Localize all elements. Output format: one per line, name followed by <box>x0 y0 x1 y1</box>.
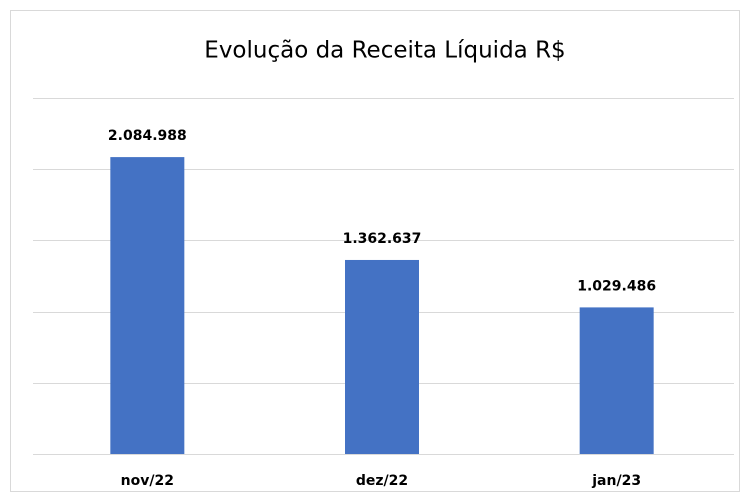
data-label: 1.362.637 <box>343 231 422 247</box>
chart-title: Evolução da Receita Líquida R$ <box>204 38 565 64</box>
data-label: 2.084.988 <box>108 128 187 144</box>
x-tick-label: dez/22 <box>356 473 408 489</box>
bar <box>345 259 419 454</box>
bar <box>110 157 185 454</box>
x-tick-label: jan/23 <box>591 473 641 489</box>
x-tick-label: nov/22 <box>121 473 174 489</box>
data-label: 1.029.486 <box>577 278 656 294</box>
bar <box>579 307 654 454</box>
